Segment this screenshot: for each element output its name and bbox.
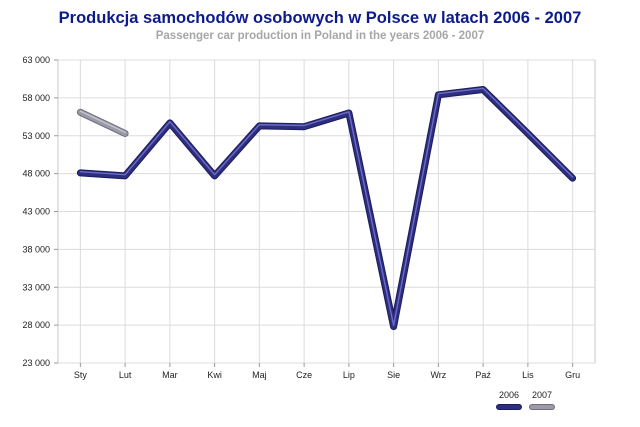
chart-subtitle: Passenger car production in Poland in th…	[155, 30, 485, 42]
legend-item-2006: 2006	[496, 390, 522, 410]
legend-item-2007: 2007	[529, 390, 555, 410]
x-tick-label: Wrz	[430, 370, 446, 380]
y-tick-label: 48 000	[22, 169, 50, 179]
series-lines	[76, 86, 577, 331]
y-tick-label: 63 000	[22, 55, 50, 65]
series-2007	[76, 108, 129, 137]
y-axis: 23 000 28 000 33 000 38 000 43 000 48 000 53 0…	[22, 55, 58, 368]
y-tick-label: 38 000	[22, 244, 50, 254]
y-tick-label: 28 000	[22, 320, 50, 330]
series-line	[77, 109, 128, 136]
series-2006	[76, 86, 577, 331]
x-tick-label: Gru	[565, 370, 580, 380]
legend-label: 2006	[499, 390, 519, 400]
y-tick-label: 58 000	[22, 93, 50, 103]
series-line	[77, 87, 576, 330]
x-tick-label: Mar	[162, 370, 178, 380]
x-tick-label: Kwi	[207, 370, 222, 380]
x-tick-label: Lis	[522, 370, 534, 380]
x-tick-label: Lut	[119, 370, 132, 380]
y-tick-label: 43 000	[22, 207, 50, 217]
x-tick-label: Sie	[387, 370, 400, 380]
y-tick-label: 33 000	[22, 282, 50, 292]
y-tick-label: 53 000	[22, 131, 50, 141]
y-tick-label: 23 000	[22, 358, 50, 368]
chart-title: Produkcja samochodów osobowych w Polsce …	[58, 9, 582, 27]
legend: 2006 2007	[496, 390, 555, 410]
x-axis: Sty Lut Mar Kwi Maj Cze Lip Sie Wrz Paź Lis Gru	[74, 363, 580, 380]
x-tick-label: Maj	[252, 370, 267, 380]
x-tick-label: Sty	[74, 370, 88, 380]
series-line-highlight	[79, 87, 574, 327]
x-tick-label: Paź	[475, 370, 491, 380]
legend-label: 2007	[532, 390, 552, 400]
x-tick-label: Cze	[296, 370, 312, 380]
series-line-highlight	[79, 110, 126, 133]
x-tick-label: Lip	[343, 370, 355, 380]
